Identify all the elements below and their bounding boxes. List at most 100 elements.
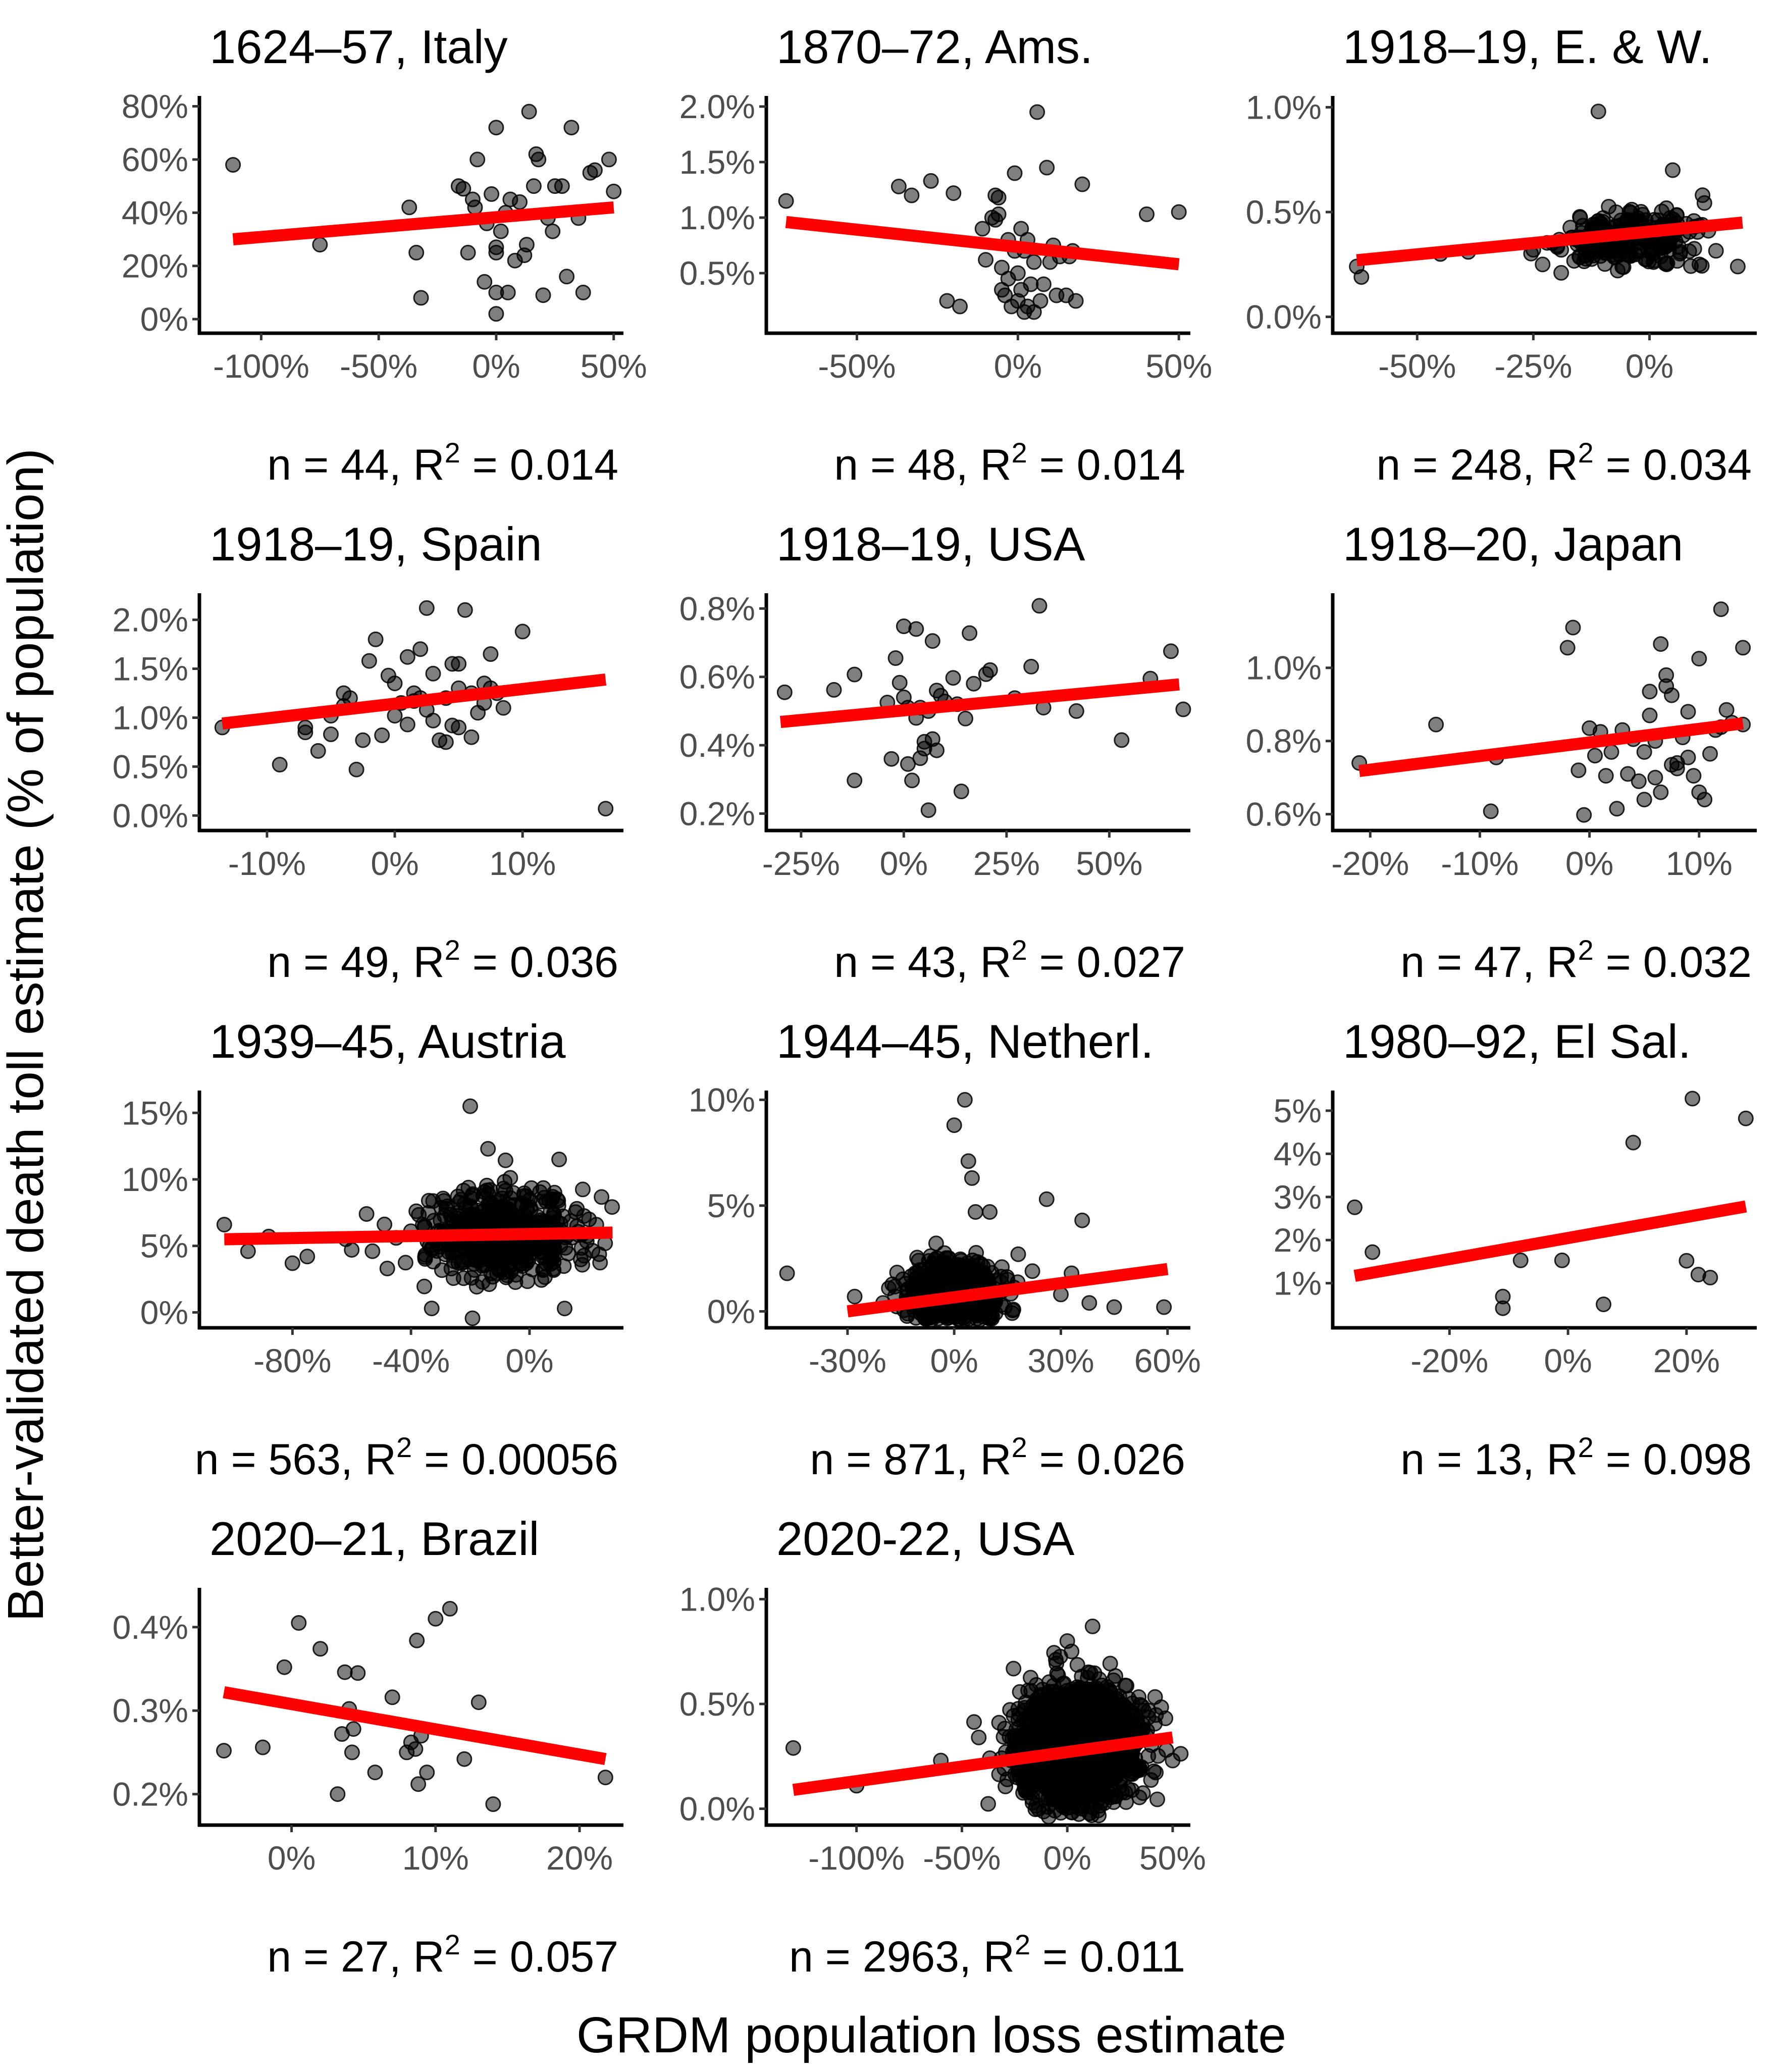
- data-point: [345, 1721, 361, 1737]
- stat-r2-superscript: 2: [396, 1431, 412, 1463]
- data-point: [998, 1778, 1014, 1794]
- data-point: [495, 700, 511, 716]
- x-tick-label: 10%: [1666, 845, 1733, 882]
- y-tick-label: 15%: [122, 1094, 188, 1131]
- data-point: [1063, 1772, 1079, 1788]
- data-point: [424, 1241, 440, 1258]
- y-tick-label: 0.8%: [1246, 722, 1322, 760]
- y-tick-label: 0.0%: [679, 1790, 755, 1828]
- data-point: [904, 187, 920, 203]
- data-point: [1691, 256, 1707, 273]
- data-point: [946, 185, 962, 201]
- data-point: [518, 237, 535, 253]
- panel-7: 1939–45, Austria 0% 5% 10% 15% -80% -40% 0% n = …: [122, 1015, 623, 1484]
- y-tick-label: 2.0%: [679, 88, 755, 125]
- data-point: [284, 1255, 300, 1271]
- data-point: [779, 1265, 795, 1281]
- data-point: [785, 1740, 801, 1756]
- y-tick-label: 0.4%: [113, 1609, 188, 1646]
- data-point: [908, 1310, 924, 1326]
- data-point: [776, 684, 793, 700]
- y-tick-label: 0.2%: [679, 795, 755, 832]
- data-point: [1653, 240, 1669, 256]
- panel-6: 1918–20, Japan 0.6% 0.8% 1.0% -20% -10% 0% 10% n…: [1246, 517, 1757, 987]
- x-tick-label: 20%: [1653, 1342, 1720, 1379]
- data-point: [364, 1243, 381, 1259]
- data-point: [1535, 256, 1551, 273]
- stat-n: n = 48, R: [834, 441, 1011, 489]
- x-tick-label: 10%: [402, 1839, 469, 1877]
- data-point: [272, 757, 288, 772]
- stat-n: n = 248, R: [1376, 441, 1578, 489]
- data-point: [594, 1189, 610, 1205]
- data-point: [920, 802, 936, 818]
- panel-title: 1944–45, Netherl.: [776, 1015, 1154, 1068]
- data-point: [1124, 1721, 1140, 1737]
- data-point: [337, 1664, 353, 1680]
- regression-line: [1356, 216, 1743, 267]
- data-point: [560, 1246, 576, 1262]
- data-point: [966, 1714, 982, 1730]
- data-point: [991, 1715, 1007, 1731]
- y-axis-title: Better-validated death toll estimate (% …: [0, 448, 54, 1622]
- stat-r2: = 0.034: [1594, 441, 1752, 489]
- data-point: [563, 120, 580, 136]
- data-point: [1669, 253, 1685, 269]
- y-tick-label: 1%: [1274, 1265, 1322, 1302]
- data-point: [497, 1246, 513, 1262]
- data-point: [1068, 1706, 1084, 1722]
- data-point: [456, 1751, 473, 1767]
- stat-label: n = 43, R2 = 0.027: [834, 934, 1185, 987]
- data-point: [474, 1249, 490, 1265]
- data-point: [1702, 746, 1718, 762]
- x-tick-label: 20%: [546, 1839, 613, 1877]
- data-point: [911, 1253, 927, 1269]
- data-point: [350, 1665, 366, 1681]
- data-point: [847, 772, 863, 789]
- data-point: [592, 1255, 608, 1271]
- x-tick-label: 60%: [1134, 1342, 1201, 1379]
- regression-line: [847, 1263, 1169, 1318]
- data-point: [531, 151, 547, 168]
- y-tick-label: 5%: [140, 1227, 188, 1265]
- y-tick-label: 2%: [1274, 1221, 1322, 1259]
- data-point: [1730, 258, 1746, 275]
- data-point: [368, 631, 384, 647]
- stat-label: n = 48, R2 = 0.014: [834, 437, 1185, 489]
- panel-title: 1980–92, El Sal.: [1343, 1015, 1691, 1068]
- data-point: [374, 727, 390, 743]
- data-point: [1609, 801, 1625, 817]
- data-point: [1060, 1726, 1076, 1742]
- data-point: [521, 103, 537, 120]
- data-point: [399, 716, 415, 733]
- data-point: [463, 729, 480, 745]
- stat-label: n = 13, R2 = 0.098: [1400, 1431, 1752, 1484]
- data-point: [1590, 103, 1606, 120]
- data-point: [1572, 210, 1588, 226]
- stat-r2: = 0.014: [460, 441, 618, 489]
- y-tick-label: 1.0%: [113, 699, 188, 736]
- data-point: [546, 1254, 562, 1270]
- data-point: [1097, 1724, 1114, 1740]
- data-point: [1012, 1728, 1028, 1744]
- data-point: [1576, 807, 1592, 823]
- data-point: [1642, 684, 1658, 700]
- data-point: [519, 1273, 536, 1289]
- data-point: [1171, 204, 1187, 220]
- stat-label: n = 248, R2 = 0.034: [1376, 437, 1752, 489]
- data-point: [1658, 667, 1674, 683]
- data-point: [1081, 1295, 1097, 1311]
- data-point: [1074, 1212, 1090, 1228]
- data-points: [1347, 1091, 1754, 1316]
- data-point: [425, 665, 441, 682]
- stat-r2: = 0.026: [1027, 1435, 1185, 1484]
- data-point: [428, 1611, 444, 1627]
- data-point: [1046, 1645, 1062, 1661]
- data-point: [962, 625, 978, 641]
- data-point: [966, 676, 982, 692]
- data-point: [1029, 104, 1045, 120]
- x-tick-label: 0%: [1043, 1839, 1091, 1877]
- y-tick-label: 1.5%: [679, 143, 755, 181]
- stat-n: n = 13, R: [1400, 1435, 1578, 1484]
